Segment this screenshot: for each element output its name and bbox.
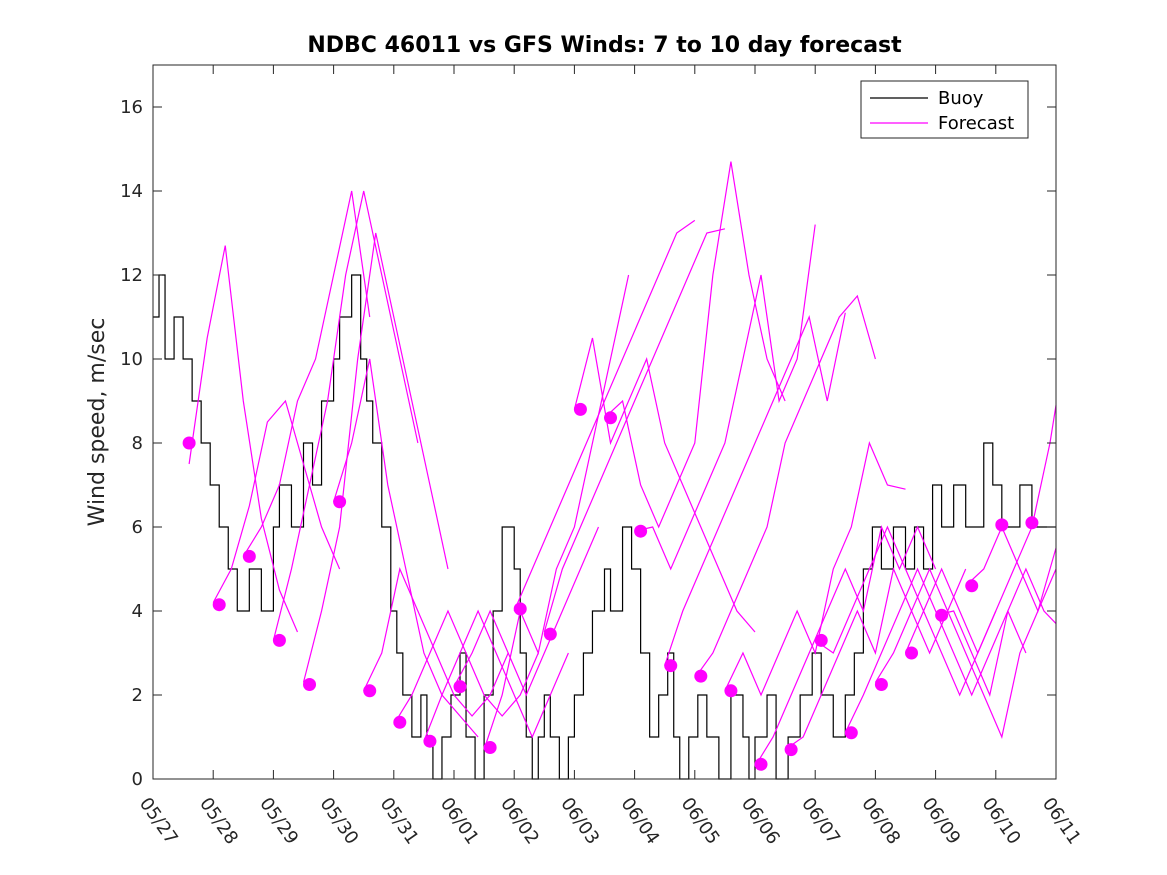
forecast-marker <box>543 627 557 641</box>
forecast-marker <box>303 678 317 691</box>
forecast-run-line <box>573 337 756 633</box>
forecast-marker <box>634 524 648 538</box>
y-axis-label: Wind speed, m/sec <box>85 318 110 527</box>
forecast-run-line <box>393 609 539 725</box>
forecast-marker <box>453 680 467 694</box>
y-tick-label: 14 <box>120 181 143 202</box>
forecast-marker <box>573 402 587 416</box>
forecast-marker <box>965 579 979 593</box>
plot-frame <box>152 64 1057 780</box>
forecast-run-line <box>694 294 876 679</box>
y-axis: 0 2 4 6 8 10 12 14 16 <box>120 97 1056 790</box>
y-tick-label: 6 <box>132 517 143 538</box>
forecast-run-line <box>754 525 937 767</box>
x-tick-label: 05/28 <box>195 794 242 849</box>
y-tick-label: 16 <box>120 97 143 118</box>
legend: Buoy Forecast <box>860 80 1029 139</box>
legend-label-buoy: Buoy <box>938 88 984 109</box>
forecast-series-layer <box>188 161 1057 767</box>
forecast-marker <box>694 669 708 683</box>
forecast-run-line <box>543 228 726 633</box>
forecast-run-line <box>483 274 630 750</box>
forecast-marker <box>784 743 798 757</box>
forecast-run-line <box>302 232 449 683</box>
y-tick-label: 2 <box>132 685 143 706</box>
x-tick-label: 06/02 <box>496 794 543 849</box>
forecast-run-line <box>453 526 600 697</box>
y-tick-label: 12 <box>120 265 143 286</box>
forecast-marker <box>513 602 527 616</box>
forecast-marker <box>182 436 196 450</box>
forecast-run-line <box>724 441 906 697</box>
y-tick-label: 8 <box>132 433 143 454</box>
forecast-run-line <box>844 567 1027 734</box>
y-tick-label: 4 <box>132 601 143 622</box>
forecast-run-line <box>363 567 509 717</box>
forecast-marker <box>212 598 226 612</box>
x-tick-label: 05/30 <box>316 794 363 849</box>
forecast-run-line <box>634 224 816 571</box>
forecast-run-line <box>242 190 371 557</box>
forecast-marker <box>604 411 618 425</box>
x-tick-label: 05/29 <box>255 794 302 849</box>
forecast-run-line <box>965 525 1057 613</box>
forecast-run-line <box>904 405 1057 655</box>
x-tick-label: 06/11 <box>1038 794 1085 849</box>
forecast-run-line <box>272 190 419 641</box>
x-tick-label: 06/06 <box>737 794 784 849</box>
forecast-marker <box>905 646 919 660</box>
y-tick-label: 10 <box>120 349 143 370</box>
forecast-run-line <box>874 567 1057 739</box>
forecast-run-line <box>664 312 846 666</box>
forecast-marker-layer <box>182 402 1039 771</box>
forecast-marker <box>1025 516 1039 530</box>
forecast-marker <box>664 659 678 673</box>
forecast-marker <box>483 741 497 754</box>
legend-label-forecast: Forecast <box>938 113 1014 134</box>
x-tick-label: 06/10 <box>978 794 1025 849</box>
forecast-marker <box>814 633 828 647</box>
forecast-marker <box>423 734 437 748</box>
x-tick-label: 06/08 <box>857 794 904 849</box>
forecast-marker <box>724 684 738 698</box>
forecast-marker <box>393 715 407 729</box>
x-tick-label: 05/31 <box>376 794 423 849</box>
forecast-marker <box>333 495 347 509</box>
forecast-run-line <box>935 567 1057 697</box>
x-tick-label: 06/04 <box>617 794 664 849</box>
forecast-marker <box>874 678 888 691</box>
forecast-run-line <box>423 609 569 742</box>
x-tick-label: 06/09 <box>918 794 965 849</box>
x-tick-label: 05/27 <box>135 794 182 849</box>
forecast-marker <box>242 549 256 563</box>
x-tick-label: 06/05 <box>677 794 724 849</box>
forecast-marker <box>363 684 377 698</box>
x-tick-label: 06/07 <box>797 794 844 849</box>
forecast-marker <box>935 608 949 622</box>
forecast-marker <box>754 757 768 771</box>
x-tick-label: 06/03 <box>556 794 603 849</box>
forecast-run-line <box>212 399 341 603</box>
forecast-run-line <box>188 245 299 633</box>
chart-title: NDBC 46011 vs GFS Winds: 7 to 10 day for… <box>307 33 902 58</box>
plot-area <box>153 65 1056 779</box>
forecast-marker <box>272 633 286 647</box>
forecast-run-line <box>333 358 479 738</box>
forecast-run-line <box>513 219 696 612</box>
x-tick-label: 06/01 <box>436 794 483 849</box>
forecast-marker <box>995 518 1009 532</box>
forecast-marker <box>844 726 858 740</box>
y-tick-label: 0 <box>132 769 143 790</box>
legend-box <box>860 80 1029 139</box>
